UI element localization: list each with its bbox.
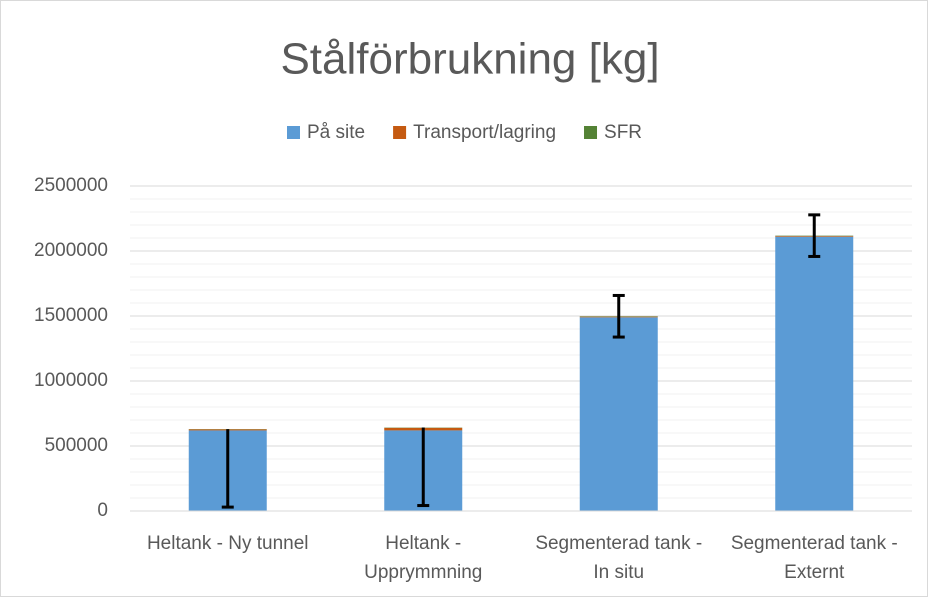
bar-segment [775, 236, 854, 511]
legend-swatch [393, 126, 407, 139]
legend-label: SFR [604, 122, 642, 143]
chart-title: Stålförbrukning [kg] [280, 35, 659, 84]
x-tick-label: Externt [784, 562, 845, 583]
x-tick-label: Heltank - Ny tunnel [147, 533, 309, 554]
x-tick-label: Segmenterad tank - [535, 533, 702, 554]
x-tick-label: Segmenterad tank - [731, 533, 898, 554]
y-tick-label: 2000000 [34, 240, 108, 261]
legend-swatch [584, 126, 598, 139]
bar-segment [579, 317, 658, 511]
y-tick-label: 1000000 [34, 370, 108, 391]
legend-label: Transport/lagring [413, 122, 556, 143]
y-tick-label: 2500000 [34, 175, 108, 196]
y-tick-label: 500000 [45, 435, 108, 456]
legend-swatch [287, 126, 300, 139]
x-tick-label: In situ [593, 562, 644, 583]
x-tick-label: Upprymmning [364, 562, 482, 583]
x-tick-label: Heltank - [385, 533, 461, 554]
y-tick-label: 0 [97, 500, 108, 521]
y-tick-label: 1500000 [34, 305, 108, 326]
legend-label: På site [307, 122, 365, 143]
